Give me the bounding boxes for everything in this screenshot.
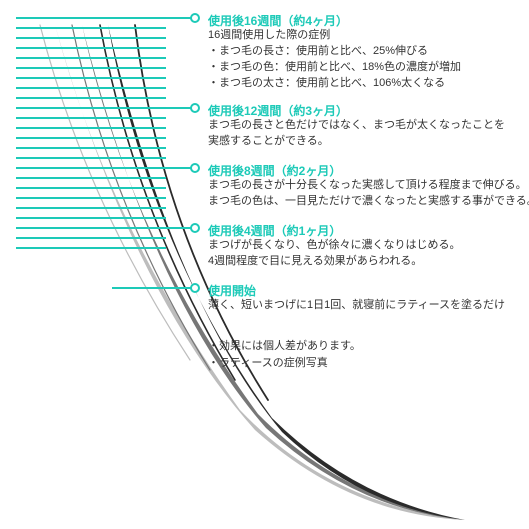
milestone-dot	[190, 103, 200, 113]
milestone-body: まつげが長くなり、色が徐々に濃くなりはじめる。 4週間程度で目に見える効果があら…	[208, 238, 529, 270]
diagram-canvas: 使用後16週間（約4ヶ月）16週間使用した際の症例 ・まつ毛の長さ：使用前と比べ…	[0, 0, 529, 529]
milestone-dot	[190, 283, 200, 293]
milestone-body: 16週間使用した際の症例 ・まつ毛の長さ：使用前と比べ、25%伸びる ・まつ毛の…	[208, 28, 518, 92]
milestone-body: まつ毛の長さと色だけではなく、まつ毛が太くなったことを 実感することができる。	[208, 118, 528, 150]
milestone-title: 使用開始	[208, 282, 256, 299]
milestone-body: 薄く、短いまつげに1日1回、就寝前にラティースを塗るだけ	[208, 298, 529, 314]
milestone-title: 使用後12週間（約3ヶ月）	[208, 102, 348, 119]
milestone-dot	[190, 223, 200, 233]
milestone-dot	[190, 163, 200, 173]
milestone-title: 使用後8週間（約2ヶ月）	[208, 162, 341, 179]
milestone-body: まつ毛の長さが十分長くなった実感して頂ける程度まで伸びる。 まつ毛の色は、一目見…	[208, 178, 529, 210]
milestone-title: 使用後4週間（約1ヶ月）	[208, 222, 341, 239]
milestone-dot	[190, 13, 200, 23]
footnotes: ・効果には個人差があります。 ・ラティースの症例写真	[208, 338, 361, 371]
milestone-title: 使用後16週間（約4ヶ月）	[208, 12, 348, 29]
